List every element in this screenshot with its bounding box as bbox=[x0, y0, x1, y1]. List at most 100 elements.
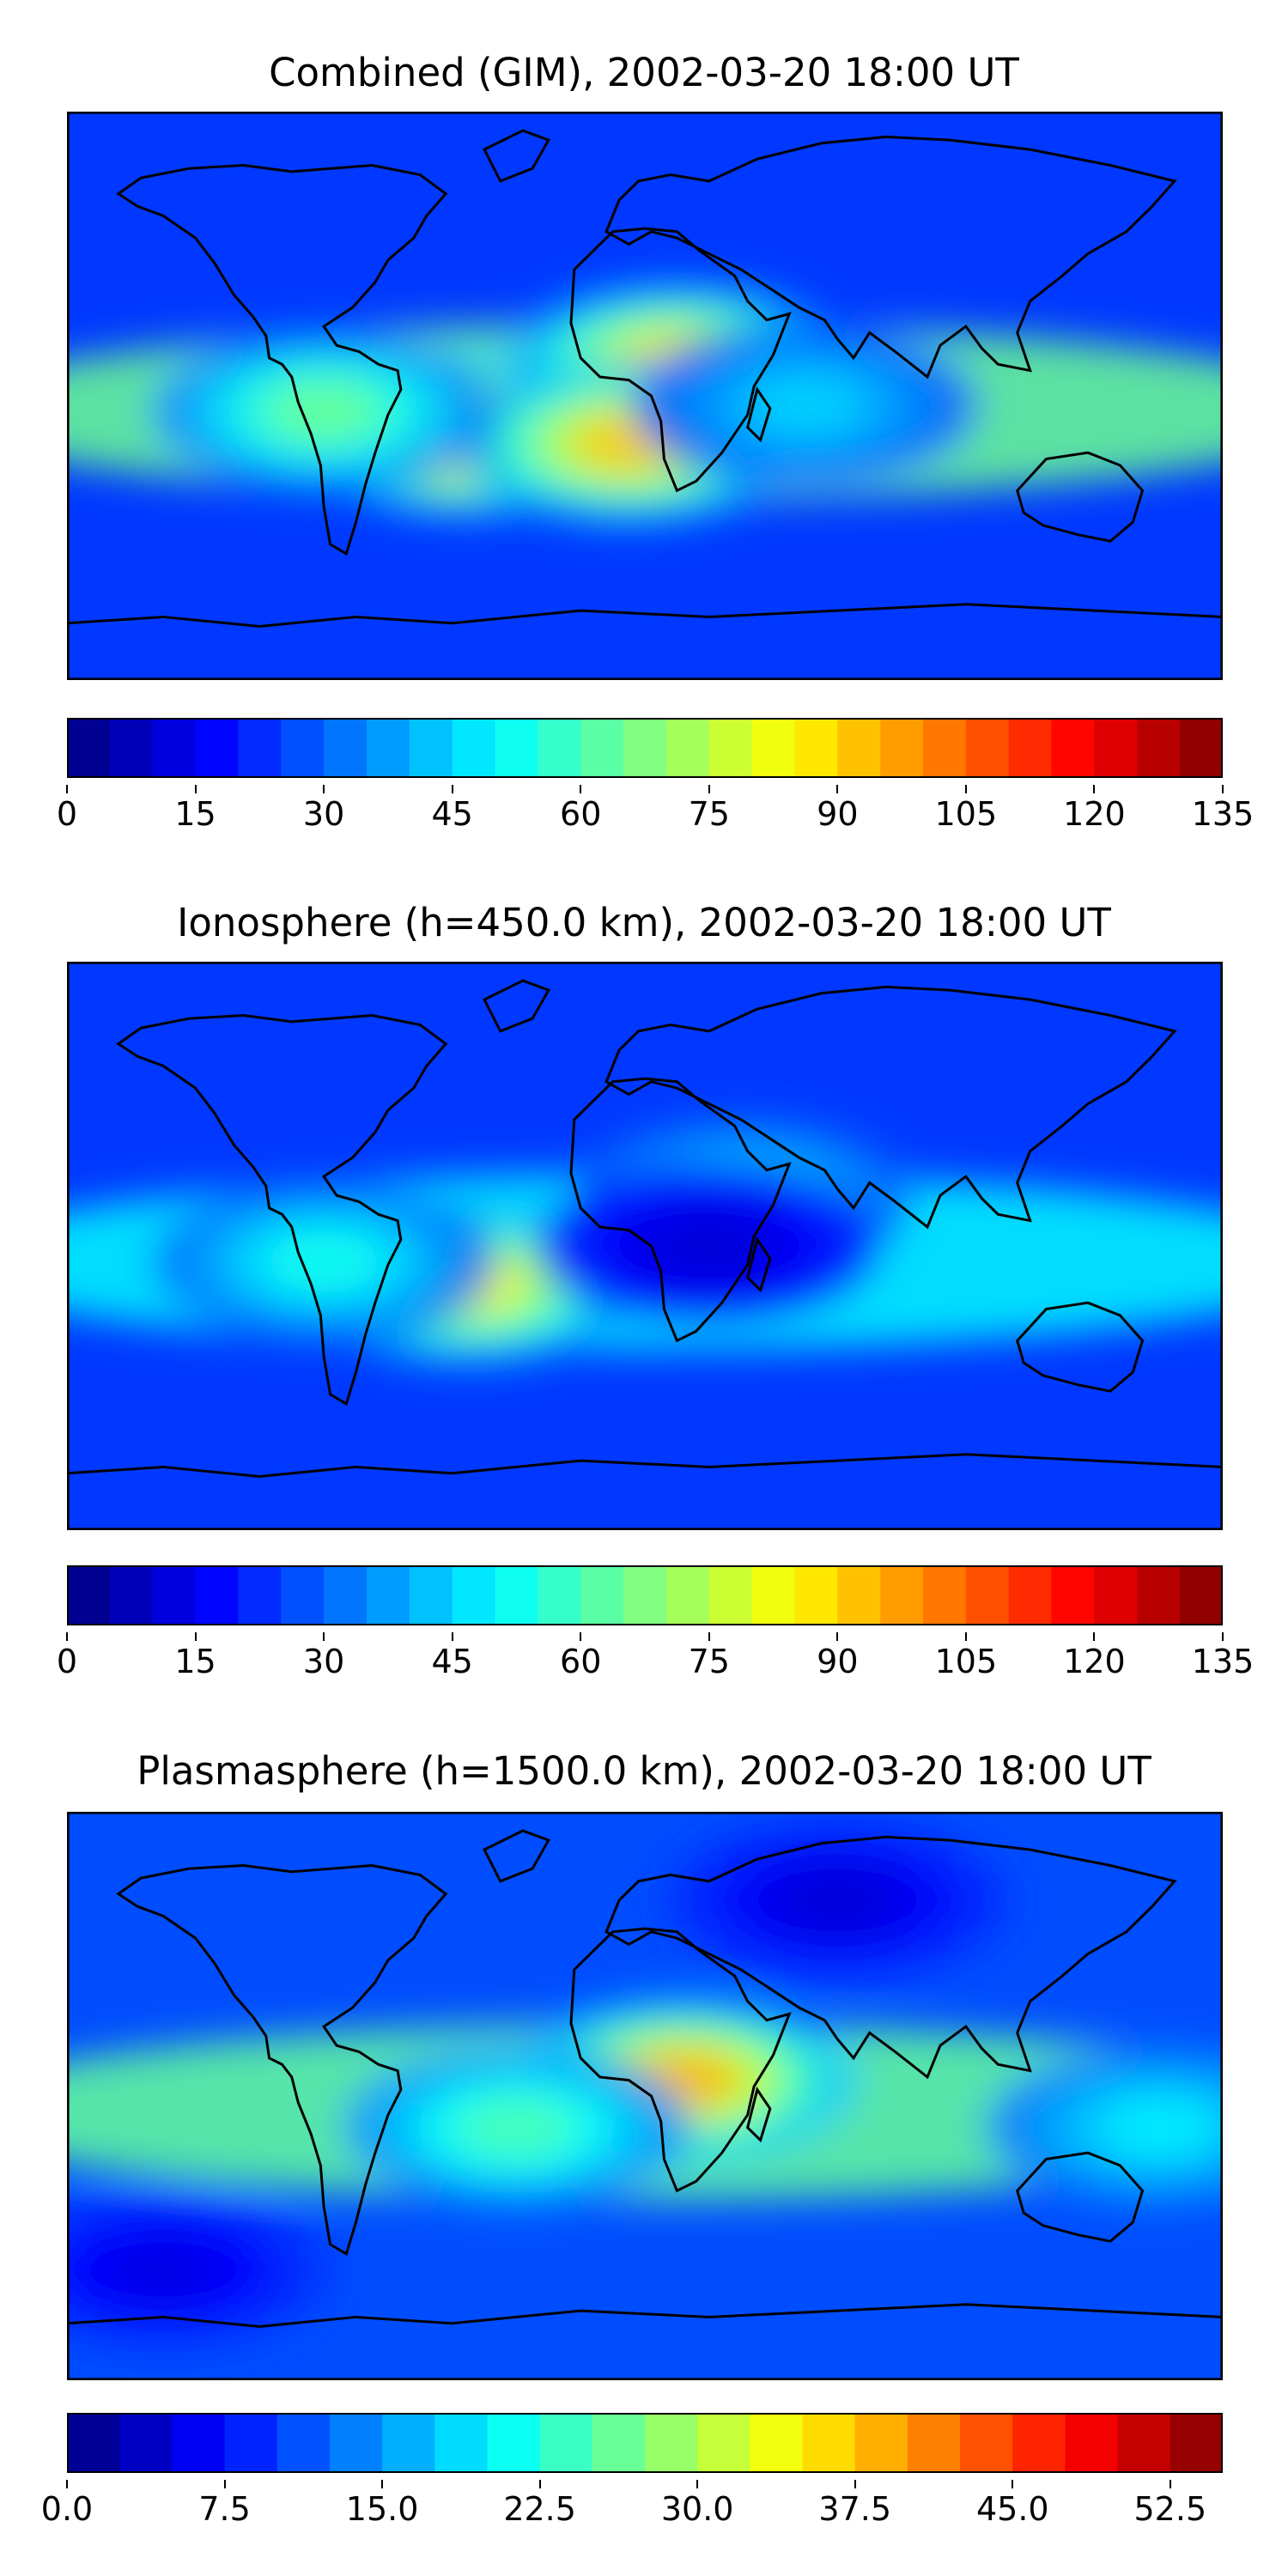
colorbar-tick-label: 45 bbox=[431, 795, 473, 833]
coastline bbox=[484, 131, 549, 181]
colorbar-segment bbox=[1094, 718, 1139, 778]
colorbar-segment bbox=[329, 2413, 384, 2473]
colorbar-tick-label: 60 bbox=[560, 795, 602, 833]
coastline bbox=[748, 2090, 770, 2141]
colorbar-ticks: 0 15 30 45 60 75 90 105 120 135 bbox=[0, 1632, 1288, 1686]
colorbar-tick-mark bbox=[964, 785, 967, 793]
colorbar-segment bbox=[109, 718, 154, 778]
colorbar-segment bbox=[1051, 1565, 1096, 1625]
colorbar-segment bbox=[923, 718, 967, 778]
colorbar-segment bbox=[538, 1565, 582, 1625]
heatmap-feature-africa-trough bbox=[651, 1216, 768, 1276]
colorbar-segment bbox=[837, 1565, 882, 1625]
colorbar-segment bbox=[434, 2413, 489, 2473]
coastline bbox=[748, 390, 770, 440]
colorbar-tick-label: 60 bbox=[560, 1643, 602, 1680]
colorbar-tick-mark bbox=[708, 785, 710, 793]
colorbar-segment bbox=[67, 1565, 111, 1625]
colorbar-segment bbox=[195, 1565, 240, 1625]
colorbar-tick-label: 22.5 bbox=[503, 2490, 576, 2528]
colorbar-segment bbox=[238, 718, 283, 778]
colorbar-tick-label: 0 bbox=[56, 795, 78, 833]
colorbar-tick-label: 120 bbox=[1063, 795, 1126, 833]
colorbar-segment bbox=[794, 718, 839, 778]
colorbar-segment bbox=[854, 2413, 908, 2473]
coastline bbox=[67, 605, 1223, 680]
colorbar-tick-mark bbox=[66, 2480, 68, 2488]
colorbar-segment bbox=[923, 1565, 967, 1625]
coastline bbox=[67, 1455, 1223, 1530]
colorbar-tick-label: 105 bbox=[934, 795, 998, 833]
colorbar-tick-mark bbox=[1222, 785, 1224, 793]
colorbar-frame bbox=[67, 718, 1223, 778]
colorbar-tick-label: 37.5 bbox=[818, 2490, 892, 2528]
colorbar-tick-mark bbox=[451, 1632, 453, 1641]
colorbar-segment bbox=[751, 718, 796, 778]
coastline bbox=[484, 981, 549, 1031]
colorbar-tick-mark bbox=[194, 785, 197, 793]
colorbar-segment bbox=[751, 1565, 796, 1625]
colorbar-segment bbox=[645, 2413, 699, 2473]
colorbar-tick-label: 90 bbox=[817, 795, 859, 833]
colorbar-segment bbox=[538, 718, 582, 778]
colorbar-segment bbox=[67, 718, 111, 778]
map-frame bbox=[68, 112, 1222, 679]
colorbar-tick-label: 30.0 bbox=[660, 2490, 734, 2528]
heatmap-map bbox=[67, 112, 1223, 680]
colorbar-segment bbox=[152, 718, 197, 778]
colorbar-segment bbox=[495, 718, 539, 778]
colorbar-tick-label: 0 bbox=[56, 1643, 78, 1680]
chart-title: Ionosphere (h=450.0 km), 2002-03-20 18:0… bbox=[177, 900, 1111, 945]
colorbar-tick-label: 15 bbox=[174, 795, 216, 833]
colorbar-segment bbox=[224, 2413, 278, 2473]
colorbar-segment bbox=[794, 1565, 839, 1625]
colorbar-segment bbox=[276, 2413, 331, 2473]
colorbar-segment bbox=[281, 1565, 325, 1625]
colorbar-tick-mark bbox=[854, 2480, 856, 2488]
colorbar-tick-mark bbox=[696, 2480, 699, 2488]
colorbar-segment bbox=[1170, 2413, 1223, 2473]
colorbar-tick-label: 90 bbox=[817, 1643, 859, 1680]
colorbar-segment bbox=[1008, 1565, 1053, 1625]
chart-title: Combined (GIM), 2002-03-20 18:00 UT bbox=[269, 50, 1019, 95]
heatmap-feature-pacific-band bbox=[1100, 2097, 1217, 2158]
colorbar-tick-label: 15.0 bbox=[345, 2490, 419, 2528]
colorbar-tick-label: 30 bbox=[302, 795, 345, 833]
colorbar-segment bbox=[172, 2413, 226, 2473]
colorbar-tick-mark bbox=[1169, 2480, 1171, 2488]
heatmap-map bbox=[67, 962, 1223, 1530]
colorbar-tick-mark bbox=[223, 2480, 226, 2488]
heatmap-feature-siberia-min bbox=[780, 1870, 896, 1930]
colorbar-tick-mark bbox=[836, 785, 839, 793]
colorbar-segment bbox=[1065, 2413, 1119, 2473]
colorbar-segment bbox=[409, 1565, 453, 1625]
colorbar-segment bbox=[708, 1565, 753, 1625]
colorbar-frame bbox=[67, 1565, 1223, 1625]
colorbar-tick-mark bbox=[580, 785, 582, 793]
colorbar-tick-mark bbox=[66, 1632, 68, 1641]
colorbar-tick-label: 135 bbox=[1191, 1643, 1255, 1680]
colorbar-segment bbox=[1117, 2413, 1171, 2473]
coastline bbox=[67, 2305, 1223, 2380]
colorbar-tick-mark bbox=[1012, 2480, 1014, 2488]
heatmap-feature-atlantic-band bbox=[265, 1231, 382, 1292]
colorbar-segment bbox=[238, 1565, 283, 1625]
colorbar bbox=[67, 1565, 1223, 1625]
coastline bbox=[118, 1016, 446, 1404]
heatmap-feature-south-pacific-min bbox=[105, 2239, 222, 2300]
coastline bbox=[748, 1240, 770, 1291]
colorbar-segment bbox=[366, 1565, 410, 1625]
colorbar-segment bbox=[708, 718, 753, 778]
heatmap-feature-indian-ocean-trough bbox=[747, 375, 864, 435]
colorbar-segment bbox=[592, 2413, 646, 2473]
coastline bbox=[606, 987, 1175, 1227]
colorbar-tick-mark bbox=[381, 2480, 384, 2488]
colorbar-segment bbox=[580, 718, 625, 778]
colorbar-segment bbox=[580, 1565, 625, 1625]
colorbar-tick-mark bbox=[323, 785, 325, 793]
colorbar-segment bbox=[623, 1565, 667, 1625]
chart-title: Plasmasphere (h=1500.0 km), 2002-03-20 1… bbox=[137, 1748, 1151, 1794]
heatmap-feature-equatorial-band bbox=[459, 2097, 574, 2158]
colorbar-tick-label: 15 bbox=[174, 1643, 216, 1680]
colorbar-segment bbox=[67, 2413, 121, 2473]
